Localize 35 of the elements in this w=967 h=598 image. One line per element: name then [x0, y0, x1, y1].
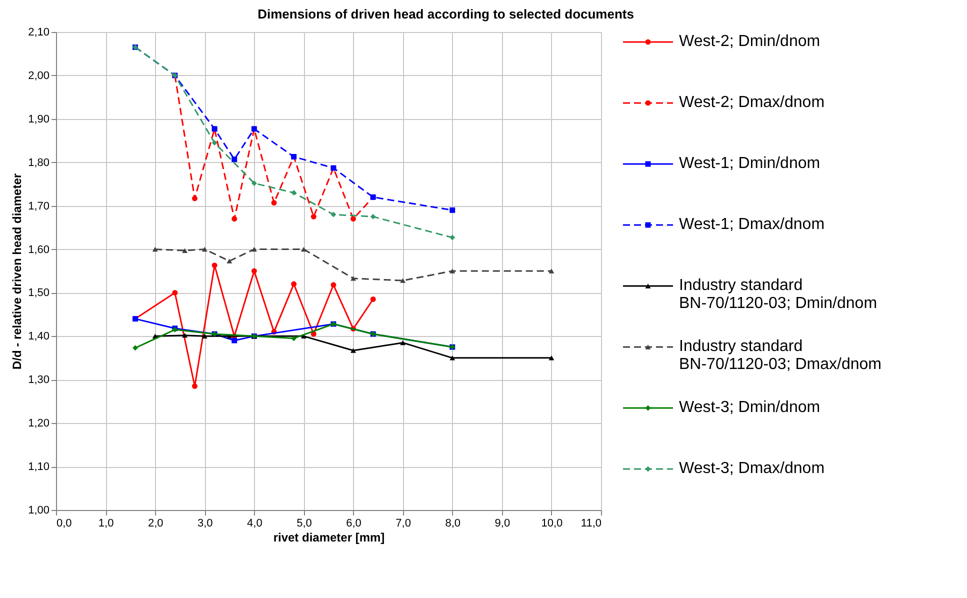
x-tick-label: 9,0 — [494, 518, 510, 530]
y-tick-label: 1,00 — [28, 504, 50, 516]
y-tick-label: 1,50 — [28, 287, 50, 300]
legend-label: Industry standard BN-70/1120-03; Dmax/dnom — [679, 338, 882, 373]
x-tick-label: 0,0 — [56, 518, 72, 530]
x-tick-label: 7,0 — [396, 518, 411, 530]
chart-title: Dimensions of driven head according to selected documents — [258, 6, 634, 22]
x-tick-label: 11,0 — [580, 518, 602, 530]
legend-label: West-3; Dmax/dnom — [679, 460, 825, 477]
legend-label: West-2; Dmax/dnom — [679, 94, 825, 111]
legend-label: West-3; Dmin/dnom — [679, 399, 820, 416]
y-tick-label: 2,10 — [28, 26, 50, 38]
y-tick-label: 2,00 — [28, 70, 50, 82]
x-tick-label: 2,0 — [148, 518, 164, 530]
y-tick-label: 1,90 — [28, 113, 50, 126]
legend-label: West-1; Dmin/dnom — [679, 155, 820, 172]
x-tick-label: 10,0 — [541, 518, 563, 530]
y-tick-label: 1,10 — [28, 461, 50, 474]
x-tick-label: 1,0 — [98, 518, 114, 530]
y-tick-label: 1,70 — [28, 200, 50, 212]
legend-label: Industry standard BN-70/1120-03; Dmin/dnom — [679, 277, 878, 312]
y-tick-label: 1,20 — [28, 418, 50, 430]
legend-label: West-2; Dmin/dnom — [679, 33, 820, 50]
y-tick-label: 1,40 — [28, 330, 50, 343]
y-tick-label: 1,80 — [28, 156, 50, 169]
x-tick-label: 6,0 — [346, 518, 362, 530]
x-tick-label: 5,0 — [296, 518, 312, 530]
legend-label: West-1; Dmax/dnom — [679, 216, 825, 233]
x-axis-title: rivet diameter [mm] — [273, 530, 385, 544]
x-tick-label: 3,0 — [197, 518, 213, 530]
y-tick-label: 1,30 — [28, 374, 50, 386]
x-tick-label: 8,0 — [445, 518, 461, 530]
x-tick-label: 4,0 — [247, 518, 262, 530]
y-tick-label: 1,60 — [28, 244, 50, 256]
y-axis-title: D/d - relative driven head diameter — [10, 173, 24, 370]
